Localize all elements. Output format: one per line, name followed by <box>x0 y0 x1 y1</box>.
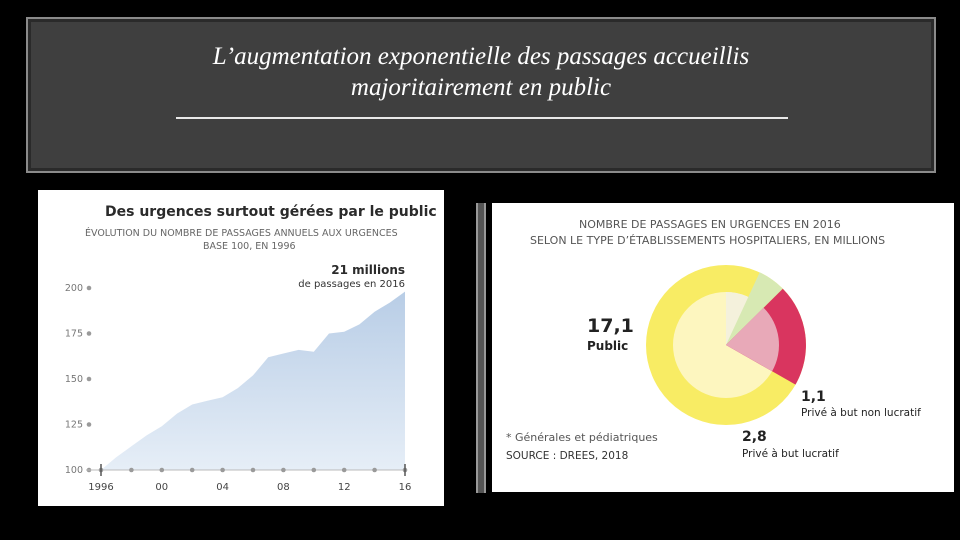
title-underline <box>176 117 788 119</box>
annotation-value: 21 millions <box>331 263 405 277</box>
slice-value-public: 17,1 <box>587 315 634 337</box>
x-tick-label: 00 <box>155 482 168 493</box>
x-tick-dot <box>220 467 225 473</box>
pie-title-2: SELON LE TYPE D’ÉTABLISSEMENTS HOSPITALI… <box>530 234 885 247</box>
source: SOURCE : DREES, 2018 <box>506 450 628 462</box>
chart-subtitle-1: ÉVOLUTION DU NOMBRE DE PASSAGES ANNUELS … <box>85 227 398 239</box>
slice-label-non-lucratif: Privé à but non lucratif <box>801 407 921 419</box>
x-tick-label: 08 <box>277 482 290 493</box>
y-tick-dot <box>86 285 92 291</box>
x-tick-dot <box>189 467 195 473</box>
x-tick-dot <box>341 467 347 473</box>
x-tick-label: 16 <box>399 482 412 493</box>
y-tick-dot <box>86 331 92 336</box>
area-chart: Des urgences surtout gérées par le publi… <box>65 204 437 493</box>
title-line-2: majoritairement en public <box>350 74 612 101</box>
slice-value-non-lucratif: 1,1 <box>801 389 826 405</box>
y-tick-label: 150 <box>65 374 83 385</box>
x-tick-label: 12 <box>338 482 351 493</box>
slice-lucratif-core <box>726 307 779 372</box>
x-tick-label: 1996 <box>88 482 113 493</box>
area-chart-panel: Des urgences surtout gérées par le publi… <box>38 190 444 506</box>
annotation-text: de passages en 2016 <box>298 279 405 290</box>
title-line-1: L’augmentation exponentielle des passage… <box>212 43 750 70</box>
slice-label-public: Public <box>587 339 628 353</box>
slice-label-lucratif: Privé à but lucratif <box>742 448 839 460</box>
chart-subtitle-2: BASE 100, EN 1996 <box>203 241 296 252</box>
x-tick-dot <box>281 467 286 473</box>
slice-non-lucratif <box>726 272 783 345</box>
title-box: L’augmentation exponentielle des passage… <box>26 17 936 173</box>
x-tick-dot <box>159 467 165 473</box>
pie-chart-panel: NOMBRE DE PASSAGES EN URGENCES EN 2016 S… <box>492 203 954 492</box>
chart-title: Des urgences surtout gérées par le publi… <box>105 204 437 220</box>
footnote: * Générales et pédiatriques <box>506 431 658 444</box>
y-tick-dot <box>86 376 92 382</box>
slide-title: L’augmentation exponentielle des passage… <box>28 41 934 103</box>
y-tick-label: 200 <box>65 283 83 294</box>
slice-value-lucratif: 2,8 <box>742 429 767 445</box>
x-tick-dot <box>129 467 134 473</box>
x-tick-dot <box>311 467 317 473</box>
y-tick-label: 100 <box>65 465 83 476</box>
pie-chart: NOMBRE DE PASSAGES EN URGENCES EN 2016 S… <box>506 218 921 462</box>
y-tick-dot <box>86 422 92 427</box>
pie-title-1: NOMBRE DE PASSAGES EN URGENCES EN 2016 <box>579 218 841 231</box>
y-tick-label: 125 <box>65 420 83 431</box>
x-tick-label: 04 <box>216 482 229 493</box>
x-tick-dot <box>250 467 256 473</box>
area-series <box>101 291 405 470</box>
panel-divider <box>476 203 486 493</box>
y-tick-label: 175 <box>65 329 83 340</box>
x-tick-dot <box>372 467 377 473</box>
